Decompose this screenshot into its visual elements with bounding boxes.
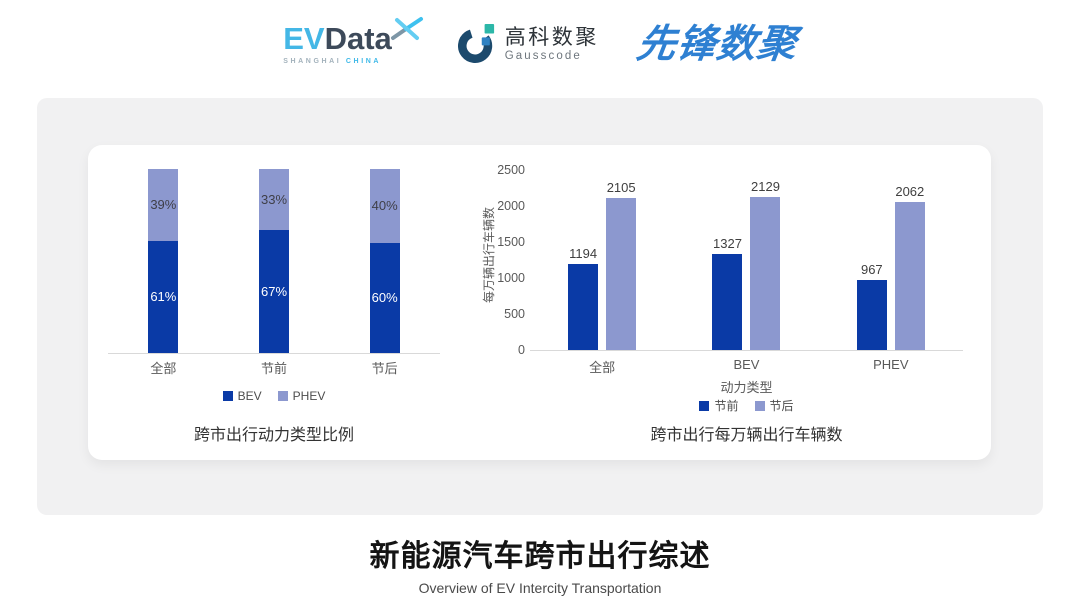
- grouped-chart-legend: 节前 节后: [530, 397, 963, 414]
- bar-wrap: 1194: [568, 246, 599, 350]
- segment-value-label: 67%: [260, 283, 288, 299]
- bar-value-label: 1194: [569, 246, 598, 261]
- bar-节前: [856, 280, 887, 350]
- stacked-bar: 39% 61%: [148, 169, 179, 353]
- evdata-pinwheel-icon: [390, 17, 423, 40]
- gausscode-icon: [457, 24, 494, 63]
- x-axis-label: 动力类型: [720, 380, 773, 395]
- bar-segment-bev: 61%: [148, 240, 179, 353]
- stacked-bar-column: 33% 67%: [219, 169, 330, 353]
- legend-label: 节后: [769, 399, 794, 413]
- bar-value-label: 1327: [713, 236, 742, 251]
- evdata-logo: EVData SHANGHAI CHINA: [283, 17, 423, 65]
- grouped-chart-category-axis: 全部 BEV PHEV: [530, 357, 963, 376]
- segment-value-label: 40%: [371, 198, 398, 214]
- grouped-chart-title: 跨市出行每万辆出行车辆数: [650, 427, 843, 444]
- bar-value-label: 2105: [606, 180, 636, 195]
- bar-节前: [568, 264, 599, 350]
- stacked-chart-legend: BEV PHEV: [108, 389, 440, 403]
- bar-节后: [894, 202, 925, 350]
- y-tick-label: 0: [518, 343, 525, 357]
- gausscode-logo: 高科数聚 Gausscode: [457, 22, 599, 66]
- bar-segment-bev: 67%: [259, 229, 289, 353]
- legend-swatch: [277, 391, 288, 401]
- gausscode-name-cn: 高科数聚: [504, 25, 599, 49]
- stacked-bar-column: 39% 61%: [108, 169, 219, 353]
- bar-节前: [712, 254, 743, 350]
- bar-segment-bev: 60%: [369, 242, 400, 353]
- category-label: 全部: [150, 361, 177, 376]
- gausscode-text: 高科数聚 Gausscode: [505, 26, 599, 62]
- stacked-bar-chart-plot: 39% 61% 33% 67% 40% 60%: [108, 169, 440, 354]
- bar-value-label: 2129: [751, 179, 780, 194]
- evdata-subtitle-china: CHINA: [345, 58, 382, 65]
- xianfeng-logo: 先锋数聚: [633, 22, 800, 66]
- report-subtitle: Overview of EV Intercity Transportation: [418, 580, 662, 596]
- bar-wrap: 2129: [750, 179, 781, 350]
- legend-swatch: [222, 391, 233, 401]
- evdata-wordmark-ev: EV: [283, 21, 325, 56]
- gausscode-name-en: Gausscode: [504, 50, 582, 63]
- category-label: 节后: [371, 361, 398, 376]
- segment-value-label: 33%: [260, 191, 288, 207]
- evdata-wordmark-data: Data: [324, 21, 392, 56]
- bar-value-label: 967: [860, 262, 883, 277]
- legend-item: BEV: [222, 389, 262, 403]
- legend-item: PHEV: [277, 389, 326, 403]
- bar-节后: [750, 197, 781, 350]
- evdata-wordmark: EVData: [283, 23, 392, 54]
- category-label: BEV: [733, 357, 760, 372]
- stacked-bar: 40% 60%: [369, 169, 400, 353]
- y-tick-label: 2500: [497, 163, 525, 177]
- y-tick-label: 500: [504, 307, 525, 321]
- grouped-bar-chart-plot: 1194 2105 1327 2129 967 2062: [530, 170, 963, 351]
- evdata-subtitle: SHANGHAI CHINA: [283, 58, 392, 65]
- category-label: 全部: [589, 360, 616, 375]
- charts-panel: 39% 61% 33% 67% 40% 60% 全部 节前 节后 BEV PHEV 跨市出行动力…: [88, 145, 991, 460]
- bar-wrap: 1327: [712, 236, 743, 350]
- stacked-chart-title: 跨市出行动力类型比例: [193, 427, 354, 444]
- bar-group: 1327 2129: [712, 179, 781, 350]
- segment-value-label: 39%: [150, 197, 177, 213]
- bar-wrap: 2062: [894, 184, 925, 350]
- stacked-chart-category-axis: 全部 节前 节后: [108, 358, 440, 377]
- bar-节后: [606, 198, 637, 350]
- bar-segment-phev: 33%: [259, 169, 289, 230]
- bar-group: 967 2062: [856, 184, 925, 350]
- report-title: 新能源汽车跨市出行综述: [369, 540, 711, 573]
- summary-card: 39% 61% 33% 67% 40% 60% 全部 节前 节后 BEV PHEV 跨市出行动力…: [37, 98, 1043, 515]
- bar-wrap: 2105: [606, 180, 637, 350]
- footer: 新能源汽车跨市出行综述 Overview of EV Intercity Tra…: [0, 531, 1080, 596]
- bar-segment-phev: 39%: [148, 169, 179, 241]
- bar-wrap: 967: [856, 262, 887, 350]
- legend-swatch: [699, 400, 710, 411]
- segment-value-label: 61%: [150, 289, 177, 305]
- bar-segment-phev: 40%: [369, 169, 400, 243]
- legend-label: BEV: [237, 389, 262, 403]
- stacked-bar-column: 40% 60%: [329, 169, 440, 353]
- bar-value-label: 2062: [895, 184, 925, 199]
- legend-swatch: [754, 400, 765, 411]
- evdata-subtitle-shanghai: SHANGHAI: [283, 58, 342, 65]
- category-label: 节前: [261, 361, 288, 376]
- legend-item: 节后: [754, 397, 794, 414]
- legend-label: 节前: [714, 399, 739, 413]
- y-tick-label: 1000: [497, 271, 525, 285]
- category-label: PHEV: [873, 357, 909, 372]
- y-tick-label: 1500: [497, 235, 525, 249]
- stacked-bar: 33% 67%: [259, 169, 289, 353]
- y-tick-label: 2000: [497, 199, 525, 213]
- logo-row: EVData SHANGHAI CHINA 高科数聚 Gausscode: [0, 17, 1080, 66]
- legend-item: 节前: [699, 397, 739, 414]
- legend-label: PHEV: [292, 389, 326, 403]
- y-axis-tick-labels: 0 500 1000 1500 2000 2500: [465, 163, 525, 357]
- segment-value-label: 60%: [371, 290, 398, 306]
- bar-group: 1194 2105: [568, 180, 637, 350]
